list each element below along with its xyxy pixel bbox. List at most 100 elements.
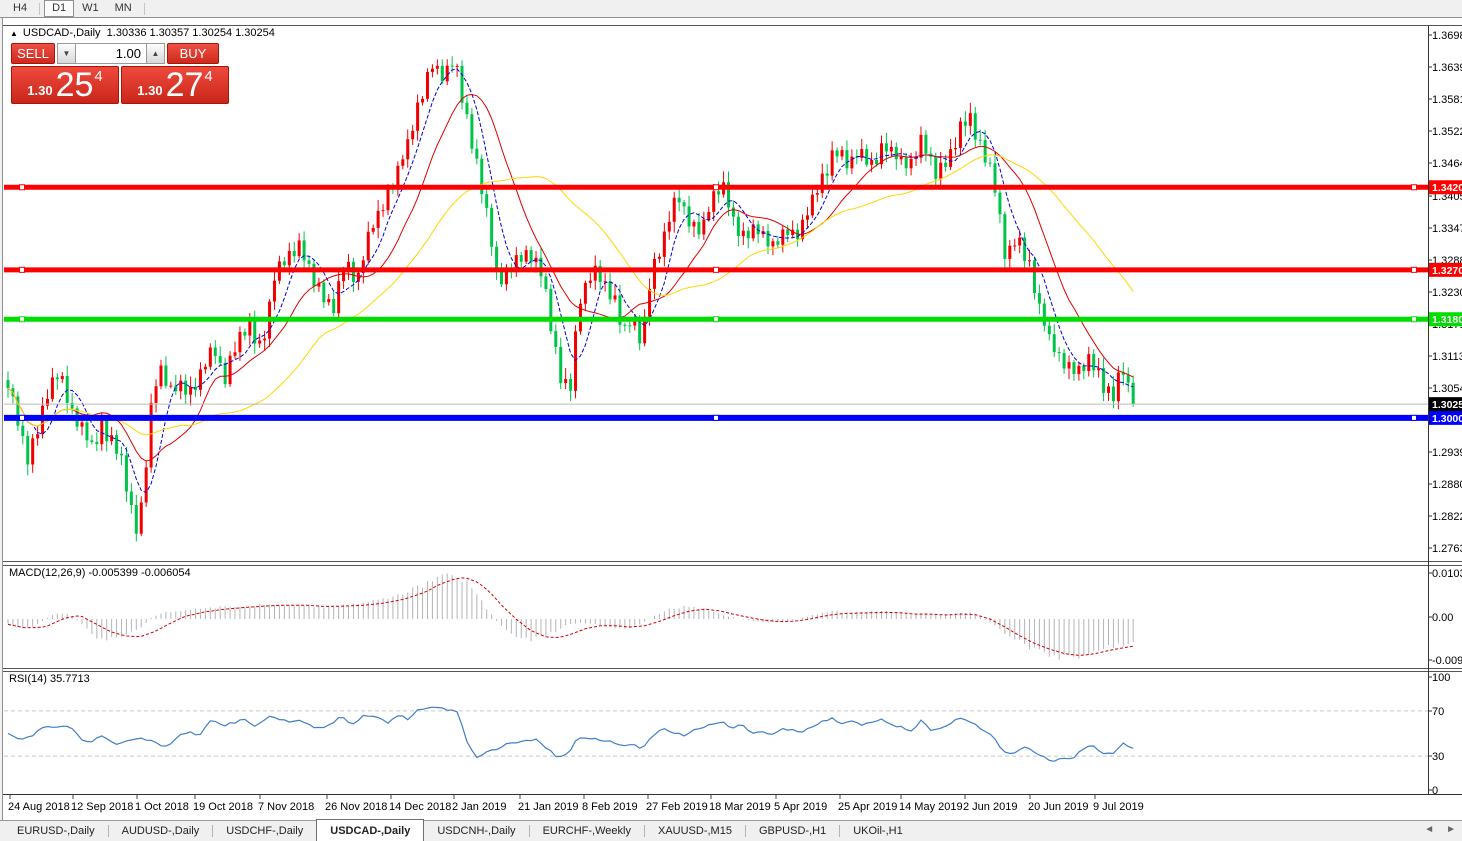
timeframe-button-d1[interactable]: D1 [44,0,75,17]
volume-input[interactable] [76,43,146,64]
level-handle[interactable] [713,266,719,273]
candlestick-series [6,56,1135,542]
window-border [0,17,1462,18]
date-label[interactable]: 8 Feb 2019 [582,801,638,813]
rsi-tick-label: 0 [1432,785,1438,797]
chart-tab-usdchf-daily[interactable]: USDCHF-,Daily [226,825,304,837]
price-tick-label: 1.35225 [1432,126,1462,138]
buy-button[interactable]: BUY [167,43,219,64]
volume-increase-button[interactable]: ▲ [146,43,165,64]
rsi-tick-label: 100 [1432,672,1450,684]
timeframe-toolbar: H4 D1 W1 MN [0,0,1462,17]
date-label[interactable]: 2 Jan 2019 [452,801,506,813]
price-tick-label: 1.27635 [1432,543,1462,555]
tab-scroll-left-icon[interactable]: ◄ [1424,824,1435,835]
timeframe-button-mn[interactable]: MN [114,2,132,14]
volume-decrease-button[interactable]: ▼ [57,43,76,64]
macd-signal-line [7,577,1134,656]
buy-price-prefix: 1.30 [137,83,163,98]
ma-mid-line [7,93,1134,462]
date-label[interactable]: 1 Oct 2018 [135,801,189,813]
date-label[interactable]: 27 Feb 2019 [646,801,708,813]
chart-tab-usdcnh-daily[interactable]: USDCNH-,Daily [437,825,516,837]
chart-tab-eurusd-daily[interactable]: EURUSD-,Daily [17,825,95,837]
level-price-badge-text: 1.34206 [1432,182,1462,194]
macd-indicator-label: MACD(12,26,9) -0.005399 -0.006054 [9,567,191,579]
level-price-badge-text: 1.30004 [1432,413,1462,425]
date-label[interactable]: 14 May 2019 [899,801,963,813]
chart-tab-gbpusd-h1[interactable]: GBPUSD-,H1 [758,825,827,837]
macd-tick-label: -0.009203 [1432,655,1462,667]
chart-tab-ukoil-h1[interactable]: UKOil-,H1 [853,825,903,837]
date-label[interactable]: 19 Oct 2018 [193,801,253,813]
sell-price-button[interactable]: 1.30 25 4 [11,66,119,104]
date-label[interactable]: 9 Jul 2019 [1093,801,1144,813]
timeframe-button-w1[interactable]: W1 [82,2,99,14]
toolbar-separator [39,2,41,15]
level-handle[interactable] [713,316,719,323]
date-label[interactable]: 18 Mar 2019 [709,801,771,813]
tab-separator [212,825,214,837]
price-tick-label: 1.30545 [1432,383,1462,395]
date-label[interactable]: 5 Apr 2019 [774,801,827,813]
price-tick-label: 1.28220 [1432,511,1462,523]
ma-fast-line [7,68,1134,494]
buy-price-button[interactable]: 1.30 27 4 [121,66,229,104]
date-label[interactable]: 24 Aug 2018 [8,801,70,813]
level-handle[interactable] [1411,184,1417,191]
level-price-badge [1429,312,1462,327]
tab-scroll-arrows: ◄ ► [1424,824,1456,835]
chart-tab-bar: EURUSD-,Daily AUDUSD-,Daily USDCHF-,Daily U… [0,819,1462,841]
level-handle[interactable] [1411,414,1417,421]
tab-scroll-right-icon[interactable]: ► [1446,824,1456,835]
macd-tick-label: 0.010311 [1432,568,1462,580]
level-price-badge [1429,410,1462,425]
level-handle[interactable] [713,184,719,191]
date-label[interactable]: 21 Jan 2019 [518,801,579,813]
price-tick-label: 1.31130 [1432,351,1462,363]
date-label[interactable]: 25 Apr 2019 [838,801,897,813]
price-tick-label: 1.36395 [1432,62,1462,74]
level-handle[interactable] [1411,316,1417,323]
level-handle[interactable] [713,414,719,421]
chart-tab-usdcad-daily[interactable]: USDCAD-,Daily [316,819,425,841]
rsi-tick-label: 70 [1432,706,1444,718]
level-handle[interactable] [1411,266,1417,273]
tab-separator [528,825,530,837]
macd-tick-label: 0.00 [1432,612,1453,624]
level-handle[interactable] [19,266,25,273]
date-label[interactable]: 26 Nov 2018 [325,801,387,813]
chart-tab-xauusd-m15[interactable]: XAUUSD-,M15 [657,825,732,837]
current-price-badge [1429,397,1462,412]
chart-tab-audusd-daily[interactable]: AUDUSD-,Daily [121,825,200,837]
date-label[interactable]: 20 Jun 2019 [1028,801,1089,813]
toolbar-separator [143,2,145,15]
date-label[interactable]: 2 Jun 2019 [963,801,1017,813]
sell-price-prefix: 1.30 [27,83,53,98]
level-handle[interactable] [19,414,25,421]
level-price-badge [1429,180,1462,195]
date-label[interactable]: 7 Nov 2018 [258,801,314,813]
sell-button[interactable]: SELL [11,43,55,64]
timeframe-button-h4[interactable]: H4 [13,2,28,14]
rsi-line [7,706,1134,762]
tab-separator [839,825,841,837]
date-label[interactable]: 14 Dec 2018 [389,801,451,813]
price-tick-label: 1.34640 [1432,158,1462,170]
level-handle[interactable] [19,184,25,191]
price-tick-label: 1.35810 [1432,94,1462,106]
sell-price-pips: 25 [55,66,94,104]
sell-price-point: 4 [94,68,103,85]
ohlc-values: 1.30336 1.30357 1.30254 1.30254 [106,27,275,39]
price-tick-label: 1.33470 [1432,223,1462,235]
tab-separator [107,825,109,837]
price-tick-label: 1.28805 [1432,479,1462,491]
date-label[interactable]: 12 Sep 2018 [71,801,133,813]
ma-slow-line [7,154,1134,436]
level-handle[interactable] [19,316,25,323]
collapse-panel-icon[interactable]: ▲ [10,29,18,38]
chart-tab-eurchf-weekly[interactable]: EURCHF-,Weekly [542,825,631,837]
